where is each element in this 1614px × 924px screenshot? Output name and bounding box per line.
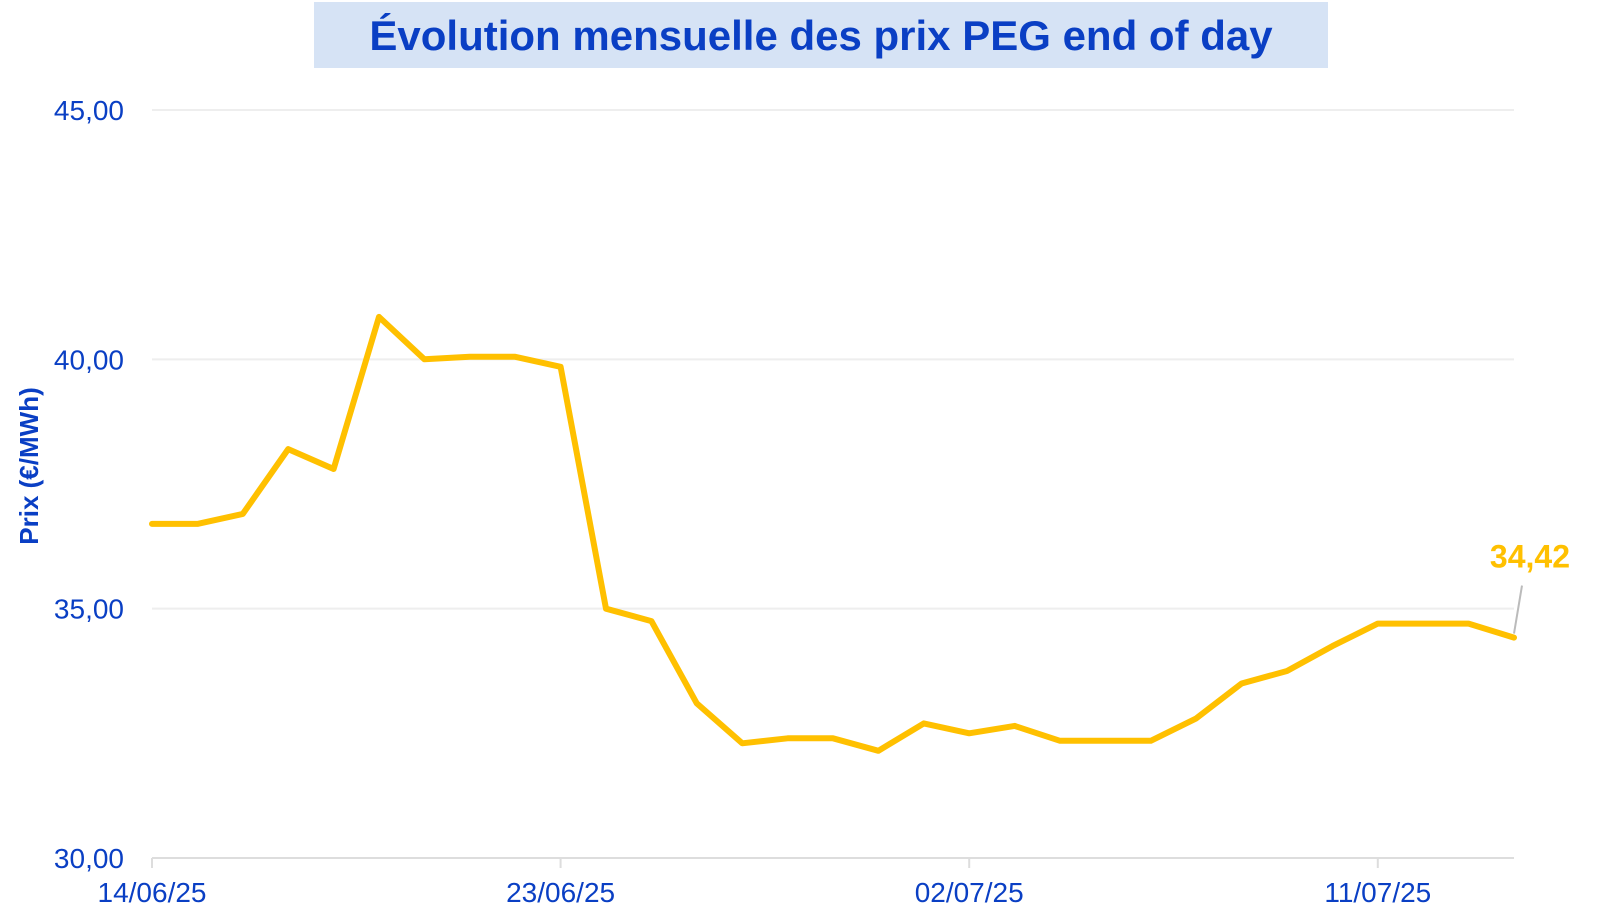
x-tick-label: 02/07/25 <box>915 877 1024 908</box>
y-axis-ticks: 30,00 35,00 40,00 45,00 <box>54 95 124 874</box>
y-tick-label: 45,00 <box>54 95 124 126</box>
x-tick-label: 23/06/25 <box>506 877 615 908</box>
x-axis-ticks: 14/06/25 23/06/25 02/07/25 11/07/25 <box>98 858 1431 908</box>
y-tick-label: 35,00 <box>54 594 124 625</box>
y-tick-label: 40,00 <box>54 344 124 375</box>
title-background <box>314 2 1328 68</box>
y-tick-label: 30,00 <box>54 843 124 874</box>
gridlines <box>152 109 1514 859</box>
x-tick-label: 14/06/25 <box>98 877 207 908</box>
series-layer <box>149 313 1517 754</box>
series-line <box>149 313 1517 754</box>
last-value-label: 34,42 <box>1490 539 1570 575</box>
chart-title: Évolution mensuelle des prix PEG end of … <box>369 12 1273 59</box>
last-value-leader-line <box>1513 585 1523 634</box>
x-tick-label: 11/07/25 <box>1324 877 1431 908</box>
y-axis-label: Prix (€/MWh) <box>14 387 44 544</box>
